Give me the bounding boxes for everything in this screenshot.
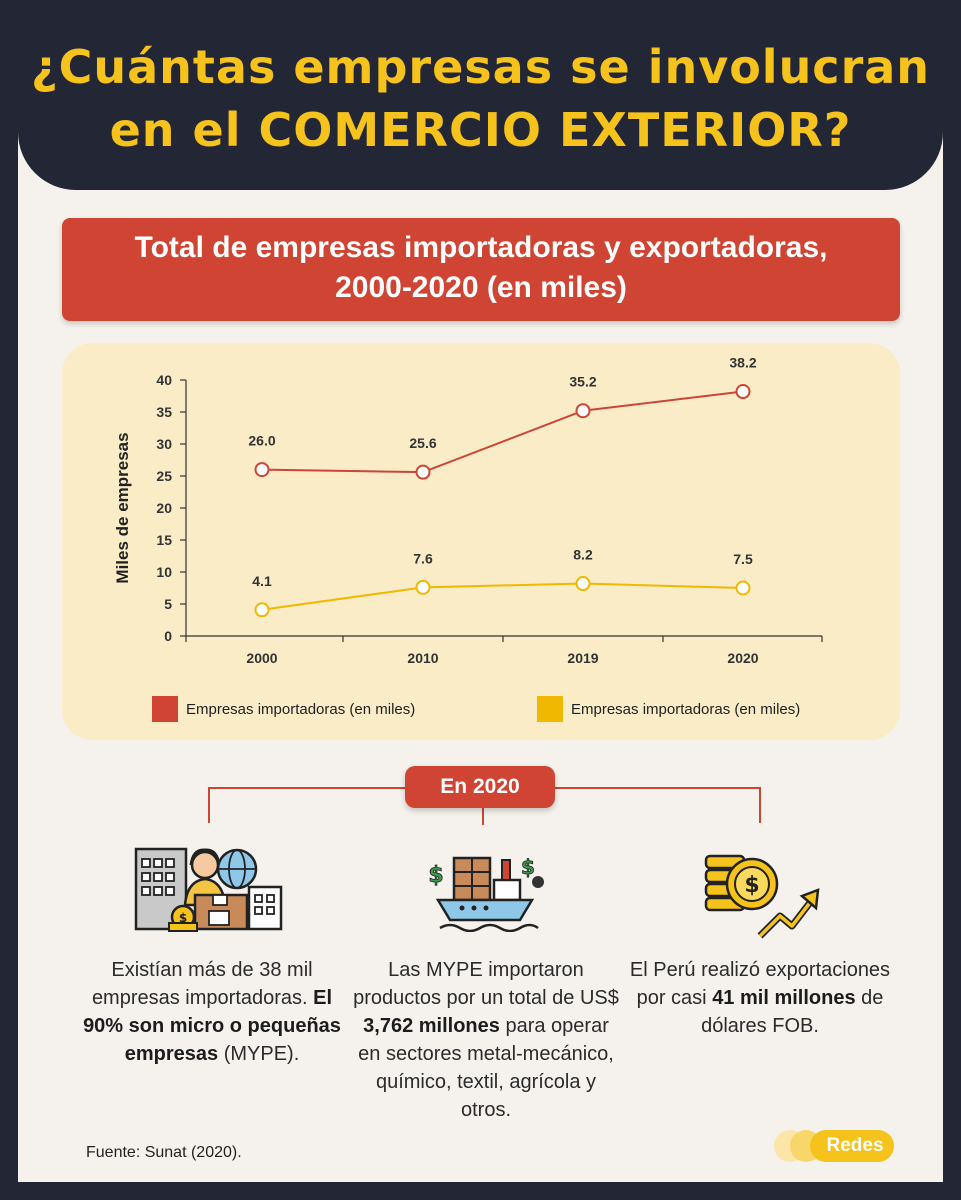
data-label: 26.0 [248, 433, 275, 449]
chart-title-line-1: Total de empresas importadoras y exporta… [134, 231, 828, 264]
series-line [261, 582, 744, 611]
chart-title-box: Total de empresas importadoras y exporta… [62, 218, 900, 321]
header-banner [18, 0, 943, 190]
legend-label: Empresas importadoras (en miles) [571, 701, 800, 718]
legend-label: Empresas importadoras (en miles) [186, 701, 415, 718]
summary-importers: Existían más de 38 mil empresas importad… [72, 956, 352, 1068]
data-label: 38.2 [729, 355, 756, 371]
data-point [415, 464, 431, 480]
source-note: Fuente: Sunat (2020). [86, 1144, 242, 1161]
coins-growth-icon: $ [704, 854, 820, 939]
data-point [254, 462, 270, 478]
data-label: 35.2 [569, 374, 596, 390]
y-tick-label: 0 [164, 628, 172, 644]
year-pill: En 2020 [405, 766, 555, 808]
data-label: 8.2 [573, 547, 593, 563]
exports-text-c: de dólares FOB. [701, 987, 884, 1037]
main-title-line-1: ¿Cuántas empresas se involucran [30, 40, 931, 94]
data-label: 7.6 [413, 550, 433, 566]
x-tick-label: 2000 [246, 650, 277, 666]
bracket-right-drop [759, 787, 761, 823]
y-tick-label: 10 [156, 564, 172, 580]
redes-logo [774, 1130, 894, 1162]
svg-text:$: $ [521, 855, 535, 879]
y-tick-label: 25 [156, 468, 172, 484]
importer-buildings-icon: $ [134, 847, 283, 932]
importers-text-b: El 90% son micro o pequeñas empresas [83, 987, 341, 1065]
summary-exports: El Perú realizó exportaciones por casi 4… [620, 956, 900, 1040]
data-label: 25.6 [409, 435, 436, 451]
data-point [575, 403, 591, 419]
bracket-middle-drop [482, 808, 484, 825]
main-title-line-2: en el COMERCIO EXTERIOR? [109, 103, 852, 157]
mype-text-b: 3,762 millones [363, 1015, 500, 1037]
exports-text-b: 41 mil millones [712, 987, 856, 1009]
mype-text-a: Las MYPE importaron productos por un tot… [353, 959, 619, 1009]
y-tick-label: 30 [156, 436, 172, 452]
importers-text-a: Existían más de 38 mil empresas importad… [91, 959, 313, 1009]
importers-text-c: (MYPE). [223, 1043, 300, 1065]
x-tick-label: 2019 [567, 650, 598, 666]
y-tick-label: 35 [156, 404, 172, 420]
svg-text:$: $ [744, 873, 759, 898]
data-label: 4.1 [252, 573, 272, 589]
data-label: 7.5 [733, 551, 753, 567]
y-tick-label: 15 [156, 532, 172, 548]
y-tick-label: 40 [156, 372, 172, 388]
chart-panel: 0 5 10 15 20 25 30 35 40 2000 2010 2019 2020 Miles de… [62, 343, 900, 740]
exports-text-a: El Perú realizó exportaciones por casi [629, 959, 891, 1009]
series-line [261, 390, 744, 474]
data-point [415, 579, 431, 595]
data-point [254, 602, 270, 618]
svg-text:$: $ [179, 911, 187, 925]
cargo-ship-icon: $ $ [428, 855, 544, 932]
y-tick-label: 5 [164, 596, 172, 612]
x-tick-label: 2010 [407, 650, 438, 666]
data-point [575, 576, 591, 592]
redes-logo-text: Redes [826, 1135, 884, 1156]
y-axis-label: Miles de empresas [113, 432, 132, 583]
summary-mype-imports: Las MYPE importaron productos por un tot… [350, 956, 622, 1124]
y-tick-label: 20 [156, 500, 172, 516]
svg-text:$: $ [428, 863, 443, 888]
data-point [735, 580, 751, 596]
mype-text-c: para operar en sectores metal-mecánico, … [358, 1015, 614, 1121]
x-tick-label: 2020 [727, 650, 758, 666]
line-chart: 0 5 10 15 20 25 30 35 40 2000 2010 2019 2020 Miles de… [113, 355, 823, 722]
legend-swatch [537, 696, 563, 722]
chart-title-line-2: 2000-2020 (en miles) [335, 271, 627, 304]
data-point [735, 384, 751, 400]
bracket-left-drop [208, 787, 210, 823]
legend-swatch [152, 696, 178, 722]
